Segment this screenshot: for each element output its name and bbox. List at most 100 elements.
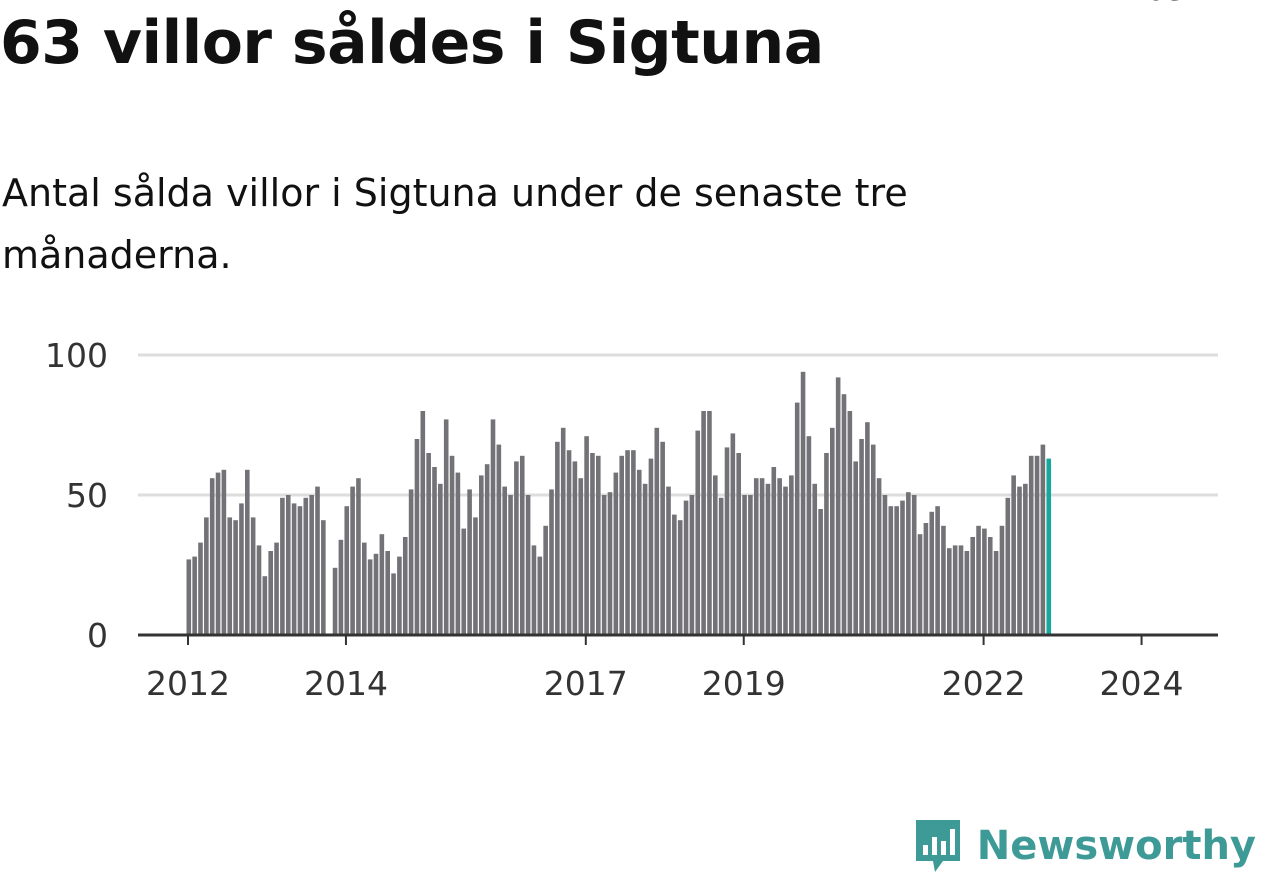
bar-51: [484, 464, 490, 635]
bar-32: [373, 553, 379, 635]
bar-99: [765, 483, 771, 635]
x-axis: [138, 633, 1218, 645]
bar-30: [362, 542, 367, 635]
bar-74: [619, 455, 624, 635]
bar-49: [473, 517, 478, 635]
x-tick-label-2014: 2014: [304, 664, 388, 703]
bar-29: [356, 478, 361, 635]
bar-77: [636, 469, 642, 635]
bar-23: [321, 520, 326, 635]
bar-126: [923, 523, 929, 635]
bar-137: [987, 537, 993, 635]
bar-19: [297, 506, 303, 635]
bar-145: [1034, 455, 1040, 635]
bar-60: [537, 556, 543, 635]
bar-9: [239, 503, 244, 635]
bar-54: [502, 486, 507, 635]
bar-55: [508, 495, 513, 635]
bar-52: [490, 419, 496, 635]
bar-89: [707, 411, 712, 635]
bar-96: [748, 495, 753, 635]
bar-3: [204, 517, 209, 635]
bar-132: [958, 545, 964, 635]
bar-124: [911, 495, 917, 635]
x-tick-label-2012: 2012: [146, 664, 230, 703]
bar-8: [233, 520, 238, 635]
bar-57: [519, 455, 525, 635]
bar-73: [613, 472, 619, 635]
bar-119: [882, 495, 888, 635]
bar-85: [683, 500, 689, 635]
bar-69: [590, 453, 595, 635]
bar-5: [215, 472, 221, 635]
bar-92: [724, 447, 730, 635]
bar-0: [186, 559, 192, 635]
bar-59: [531, 545, 537, 635]
bar-36: [397, 556, 402, 635]
bar-21: [309, 495, 314, 635]
bar-61: [543, 525, 548, 635]
bar-116: [865, 422, 870, 635]
bar-72: [607, 492, 613, 635]
bar-103: [789, 475, 794, 635]
chart-subtitle: Antal sålda villor i Sigtuna under de se…: [2, 171, 908, 277]
bar-65: [566, 450, 572, 635]
bar-139: [999, 525, 1005, 635]
bar-42: [432, 467, 437, 635]
bar-25: [332, 567, 338, 635]
bar-94: [736, 453, 741, 635]
bar-136: [982, 528, 987, 635]
bar-110: [830, 427, 835, 635]
bar-114: [853, 461, 858, 635]
bar-88: [701, 411, 706, 635]
bar-95: [742, 495, 747, 635]
bar-27: [344, 506, 350, 635]
x-tick-label-2024: 2024: [1100, 664, 1184, 703]
bar-4: [209, 478, 215, 635]
bar-109: [824, 453, 829, 635]
bar-15: [274, 542, 279, 635]
bar-12: [256, 545, 262, 635]
x-tick-label-2022: 2022: [942, 664, 1026, 703]
bar-121: [894, 506, 899, 635]
bar-2: [198, 542, 203, 635]
bar-127: [929, 511, 935, 635]
bar-series: [186, 371, 1052, 635]
bar-64: [560, 427, 566, 635]
tick-labels: 0 50 100 2012 2014 2017 2019 2022 2024 63: [45, 0, 1187, 703]
bar-133: [964, 551, 970, 635]
y-tick-label-100: 100: [45, 336, 108, 375]
bar-63: [555, 441, 560, 635]
bar-1: [192, 556, 197, 635]
bar-48: [467, 489, 472, 635]
bar-22: [315, 486, 320, 635]
bar-129: [941, 525, 946, 635]
bar-142: [1017, 486, 1022, 635]
bar-122: [900, 500, 905, 635]
bar-104: [794, 402, 800, 635]
chart-title: 63 villor såldes i Sigtuna: [0, 8, 824, 78]
bar-108: [818, 509, 823, 635]
bar-123: [906, 492, 911, 635]
bar-78: [642, 483, 648, 635]
bar-87: [695, 430, 701, 635]
bar-58: [525, 495, 531, 635]
bar-113: [847, 411, 853, 635]
bar-120: [888, 506, 894, 635]
bar-111: [835, 377, 841, 635]
bar-39: [414, 439, 420, 635]
bar-33: [379, 534, 385, 635]
gridlines: [138, 353, 1218, 497]
bar-50: [479, 475, 484, 635]
bar-34: [385, 551, 390, 635]
bar-84: [677, 520, 683, 635]
bar-46: [455, 472, 461, 635]
bar-138: [993, 551, 999, 635]
bar-117: [870, 444, 876, 635]
bar-44: [443, 419, 449, 635]
bar-67: [578, 478, 584, 635]
bar-134: [970, 537, 975, 635]
bar-82: [666, 486, 671, 635]
bar-90: [713, 475, 718, 635]
bar-13: [262, 576, 268, 635]
